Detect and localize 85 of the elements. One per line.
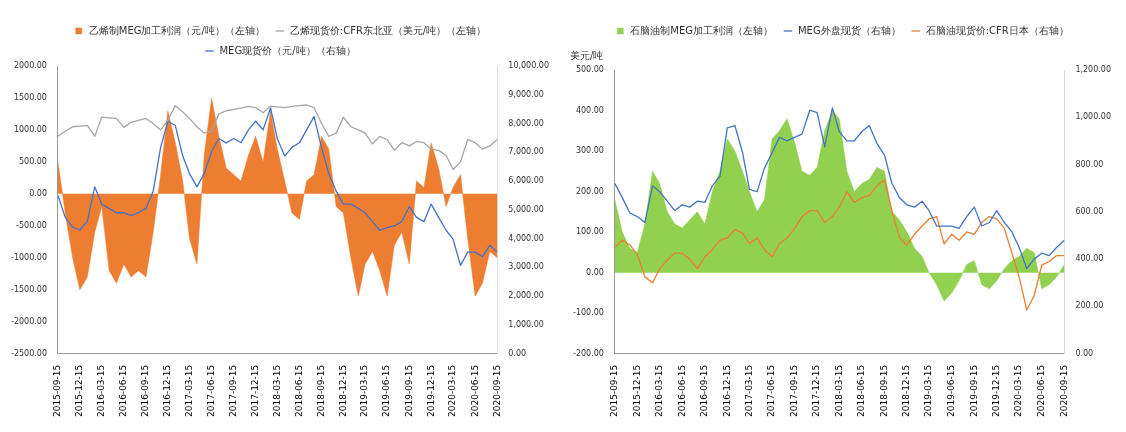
legend-label: MEG现货价（元/吨）（右轴） bbox=[219, 44, 356, 56]
x-tick-label: 2020-03-15 bbox=[1013, 364, 1024, 418]
x-tick-label: 2018-09-15 bbox=[315, 364, 326, 418]
y2-tick-label: 10,000.00 bbox=[508, 61, 549, 71]
x-tick-label: 2017-12-15 bbox=[249, 364, 260, 418]
y-tick-label: 0.00 bbox=[586, 267, 604, 277]
y2-tick-label: 3,000.00 bbox=[508, 262, 544, 272]
x-tick-label: 2015-12-15 bbox=[74, 364, 85, 418]
y-tick-label: 500.00 bbox=[18, 156, 47, 166]
legend-label: MEG外盘现货（右轴） bbox=[797, 24, 901, 36]
y-axis-title: 美元/吨 bbox=[570, 49, 604, 61]
y2-tick-label: 1,000.00 bbox=[1075, 112, 1111, 122]
x-tick-label: 2016-12-15 bbox=[162, 364, 173, 418]
x-tick-label: 2018-12-15 bbox=[337, 364, 348, 418]
x-tick-label: 2019-09-15 bbox=[968, 364, 979, 418]
x-tick-label: 2019-03-15 bbox=[923, 364, 934, 418]
y2-tick-label: 600.00 bbox=[1075, 206, 1104, 216]
x-tick-label: 2016-03-15 bbox=[654, 364, 664, 418]
y2-tick-label: 2,000.00 bbox=[508, 291, 544, 301]
x-tick-label: 2015-12-15 bbox=[631, 364, 642, 418]
legend-label: 石脑油现货价:CFR日本（右轴） bbox=[925, 24, 1069, 36]
x-tick-label: 2019-09-15 bbox=[403, 364, 414, 418]
y-tick-label: 500.00 bbox=[575, 65, 604, 75]
y-tick-label: -1000.00 bbox=[11, 252, 47, 262]
y-tick-label: 1000.00 bbox=[13, 125, 47, 135]
y-tick-label: 1500.00 bbox=[13, 93, 47, 103]
y2-tick-label: 800.00 bbox=[1075, 159, 1104, 169]
y-tick-label: 0.00 bbox=[29, 188, 47, 198]
x-tick-label: 2019-12-15 bbox=[991, 364, 1002, 418]
x-tick-label: 2019-06-15 bbox=[946, 364, 957, 418]
x-tick-label: 2015-09-15 bbox=[609, 364, 620, 418]
y-tick-label: -2000.00 bbox=[11, 316, 47, 326]
y-tick-label: 200.00 bbox=[575, 186, 604, 196]
x-tick-label: 2019-06-15 bbox=[381, 364, 392, 418]
y2-tick-label: 0.00 bbox=[1075, 348, 1094, 358]
x-tick-label: 2018-12-15 bbox=[901, 364, 912, 418]
x-tick-label: 2018-03-15 bbox=[271, 364, 282, 418]
y-tick-label: 400.00 bbox=[575, 105, 604, 115]
x-tick-label: 2020-06-15 bbox=[1036, 364, 1047, 418]
x-tick-label: 2016-03-15 bbox=[96, 364, 107, 418]
x-tick-label: 2020-09-15 bbox=[1058, 364, 1069, 418]
y-tick-label: -200.00 bbox=[572, 348, 604, 358]
legend-label: 石脑油制MEG加工利润（左轴） bbox=[630, 24, 773, 36]
x-tick-label: 2017-03-15 bbox=[183, 364, 194, 418]
x-tick-label: 2018-06-15 bbox=[293, 364, 304, 418]
x-tick-label: 2017-09-15 bbox=[228, 364, 239, 418]
x-tick-label: 2016-09-15 bbox=[140, 364, 151, 418]
y-tick-label: 100.00 bbox=[575, 227, 604, 237]
y2-tick-label: 400.00 bbox=[1075, 254, 1104, 264]
y-tick-label: -2500.00 bbox=[11, 348, 47, 358]
x-tick-label: 2020-06-15 bbox=[469, 364, 480, 418]
x-tick-label: 2018-03-15 bbox=[833, 364, 844, 418]
y2-tick-label: 5,000.00 bbox=[508, 204, 544, 214]
legend-label: 乙烯制MEG加工利润（元/吨）（左轴） bbox=[88, 24, 265, 36]
y2-tick-label: 200.00 bbox=[1075, 301, 1104, 311]
y2-tick-label: 9,000.00 bbox=[508, 89, 544, 99]
x-tick-label: 2016-06-15 bbox=[676, 364, 687, 418]
x-tick-label: 2016-09-15 bbox=[699, 364, 710, 418]
x-tick-label: 2017-03-15 bbox=[743, 364, 754, 418]
y2-tick-label: 1,200.00 bbox=[1075, 65, 1111, 75]
x-tick-label: 2019-03-15 bbox=[359, 364, 370, 418]
x-tick-label: 2020-03-15 bbox=[447, 364, 458, 418]
y2-tick-label: 6,000.00 bbox=[508, 176, 544, 186]
x-tick-label: 2016-06-15 bbox=[118, 364, 129, 418]
y2-tick-label: 8,000.00 bbox=[508, 118, 544, 128]
x-tick-label: 2020-09-15 bbox=[491, 364, 502, 418]
y-tick-label: 2000.00 bbox=[13, 61, 47, 71]
x-tick-label: 2017-12-15 bbox=[811, 364, 822, 418]
y-tick-label: -500.00 bbox=[16, 220, 47, 230]
x-tick-label: 2017-06-15 bbox=[766, 364, 777, 418]
y2-tick-label: 0.00 bbox=[508, 348, 527, 358]
y-tick-label: 300.00 bbox=[575, 146, 604, 156]
y-tick-label: -100.00 bbox=[572, 308, 604, 318]
y-tick-label: -1500.00 bbox=[11, 284, 47, 294]
x-tick-label: 2017-06-15 bbox=[205, 364, 216, 418]
y2-tick-label: 7,000.00 bbox=[508, 147, 544, 157]
x-tick-label: 2017-09-15 bbox=[789, 364, 800, 418]
legend-label: 乙烯现货价:CFR东北亚（美元/吨）（左轴） bbox=[289, 24, 487, 36]
x-tick-label: 2019-12-15 bbox=[425, 364, 436, 418]
x-tick-label: 2016-12-15 bbox=[721, 364, 732, 418]
y2-tick-label: 4,000.00 bbox=[508, 233, 544, 243]
x-tick-label: 2015-09-15 bbox=[52, 364, 63, 418]
x-tick-label: 2018-09-15 bbox=[878, 364, 889, 418]
y2-tick-label: 1,000.00 bbox=[508, 320, 544, 329]
x-tick-label: 2018-06-15 bbox=[856, 364, 867, 418]
